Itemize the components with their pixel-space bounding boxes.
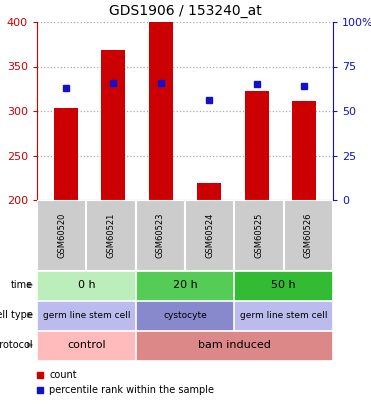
Text: count: count bbox=[49, 370, 77, 380]
Text: 0 h: 0 h bbox=[78, 280, 95, 290]
Text: GSM60521: GSM60521 bbox=[106, 212, 115, 258]
Bar bbox=[54, 108, 78, 200]
Text: GSM60525: GSM60525 bbox=[255, 212, 263, 258]
Bar bbox=[101, 51, 125, 200]
Bar bbox=[245, 91, 269, 200]
Text: percentile rank within the sample: percentile rank within the sample bbox=[49, 385, 214, 395]
Text: GSM60526: GSM60526 bbox=[304, 212, 313, 258]
Bar bbox=[149, 22, 173, 200]
Text: GSM60524: GSM60524 bbox=[205, 212, 214, 258]
Text: GSM60523: GSM60523 bbox=[156, 212, 165, 258]
Text: cell type: cell type bbox=[0, 310, 33, 320]
Text: GSM60520: GSM60520 bbox=[57, 212, 66, 258]
Text: 50 h: 50 h bbox=[271, 280, 296, 290]
Text: time: time bbox=[11, 280, 33, 290]
Text: protocol: protocol bbox=[0, 340, 33, 350]
Bar bbox=[292, 101, 316, 200]
Text: GDS1906 / 153240_at: GDS1906 / 153240_at bbox=[109, 4, 262, 18]
Bar bbox=[197, 183, 221, 200]
Text: 20 h: 20 h bbox=[173, 280, 197, 290]
Text: germ line stem cell: germ line stem cell bbox=[240, 311, 328, 320]
Text: cystocyte: cystocyte bbox=[163, 311, 207, 320]
Text: bam induced: bam induced bbox=[198, 340, 271, 350]
Text: control: control bbox=[67, 340, 106, 350]
Text: germ line stem cell: germ line stem cell bbox=[43, 311, 130, 320]
